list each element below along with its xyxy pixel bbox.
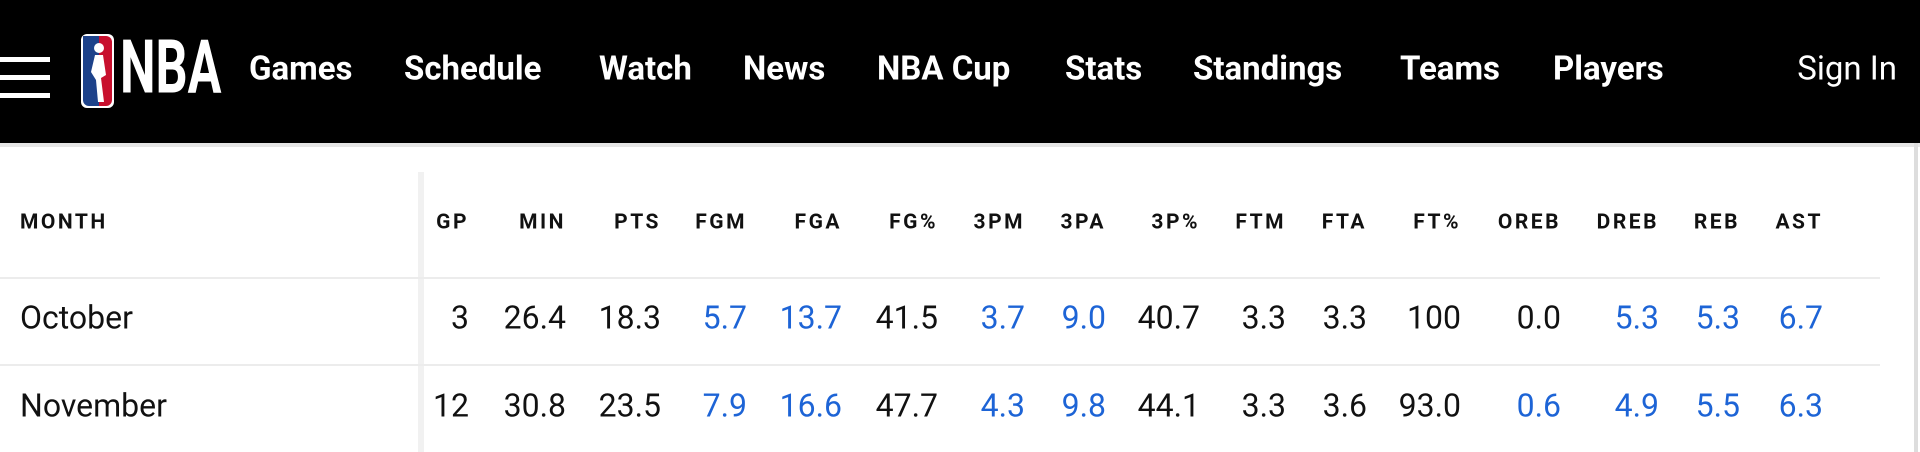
stat-cell[interactable]: 7.9 [703, 386, 747, 424]
stat-cell[interactable]: 9.0 [1062, 298, 1106, 336]
nav-link[interactable]: Standings [1193, 50, 1342, 89]
nav-link[interactable]: News [743, 50, 825, 89]
stat-cell[interactable]: 13.7 [780, 298, 842, 336]
stat-cell: 93.0 [1399, 386, 1461, 424]
column-header[interactable]: 3P% [1151, 211, 1200, 235]
column-header[interactable]: FTA [1322, 211, 1367, 235]
column-header[interactable]: 3PA [1061, 211, 1107, 235]
column-header[interactable]: FG% [889, 211, 938, 235]
stat-cell: 100 [1407, 298, 1461, 336]
month-cell: October [20, 298, 133, 336]
column-header[interactable]: FTM [1235, 211, 1286, 235]
stat-cell: 3.3 [1242, 298, 1286, 336]
column-header[interactable]: FGA [795, 211, 842, 235]
column-header[interactable]: MIN [519, 211, 566, 235]
nav-link[interactable]: Watch [599, 50, 692, 89]
column-header[interactable]: AST [1775, 211, 1823, 235]
nav-shadow [0, 143, 1920, 147]
stat-cell[interactable]: 5.5 [1696, 386, 1740, 424]
column-header[interactable]: PTS [614, 211, 661, 235]
column-header[interactable]: GP [436, 211, 469, 235]
nav-link[interactable]: Games [249, 50, 353, 89]
stat-cell: 26.4 [504, 298, 566, 336]
stat-cell: 40.7 [1138, 298, 1200, 336]
nav-link[interactable]: Schedule [404, 50, 541, 89]
stat-cell[interactable]: 4.3 [981, 386, 1025, 424]
logo-text: NBA [120, 25, 222, 112]
stat-cell: 47.7 [876, 386, 938, 424]
sticky-column-shadow [418, 172, 424, 452]
stat-cell[interactable]: 0.6 [1517, 386, 1561, 424]
column-header[interactable]: 3PM [974, 211, 1025, 235]
stat-cell[interactable]: 5.7 [703, 298, 747, 336]
column-header: MONTH [20, 211, 108, 235]
stat-cell: 44.1 [1138, 386, 1200, 424]
nav-link[interactable]: Players [1553, 50, 1664, 89]
stat-cell[interactable]: 9.8 [1062, 386, 1106, 424]
column-header[interactable]: OREB [1498, 211, 1561, 235]
sign-in[interactable]: Sign In [1797, 50, 1897, 89]
stat-cell[interactable]: 16.6 [780, 386, 842, 424]
row-divider [0, 364, 1880, 366]
column-header[interactable]: REB [1694, 211, 1740, 235]
stat-cell: 3.6 [1323, 386, 1367, 424]
scrollbar [1914, 143, 1918, 452]
logo[interactable]: NBA [81, 25, 222, 112]
month-cell: November [20, 386, 167, 424]
stat-cell[interactable]: 6.7 [1779, 298, 1823, 336]
nav-link[interactable]: Teams [1400, 50, 1500, 89]
column-header[interactable]: FT% [1413, 211, 1461, 235]
stat-cell[interactable]: 4.9 [1615, 386, 1659, 424]
menu-button[interactable] [0, 57, 50, 98]
stat-cell[interactable]: 6.3 [1779, 386, 1823, 424]
stat-cell[interactable]: 5.3 [1615, 298, 1659, 336]
column-header[interactable]: FGM [695, 211, 747, 235]
nav-bar [0, 0, 1920, 143]
stat-cell: 18.3 [599, 298, 661, 336]
stat-cell[interactable]: 5.3 [1696, 298, 1740, 336]
stat-cell: 41.5 [876, 298, 938, 336]
stat-cell: 3 [451, 298, 469, 336]
stat-cell: 23.5 [599, 386, 661, 424]
stat-cell[interactable]: 3.7 [981, 298, 1025, 336]
nav-link[interactable]: Stats [1065, 50, 1142, 89]
stat-cell: 3.3 [1323, 298, 1367, 336]
stat-cell: 12 [433, 386, 469, 424]
stat-cell: 3.3 [1242, 386, 1286, 424]
stat-cell: 30.8 [504, 386, 566, 424]
stat-cell: 0.0 [1517, 298, 1561, 336]
nav-link[interactable]: NBA Cup [877, 50, 1010, 89]
column-header[interactable]: DREB [1597, 211, 1659, 235]
row-divider [0, 277, 1880, 279]
